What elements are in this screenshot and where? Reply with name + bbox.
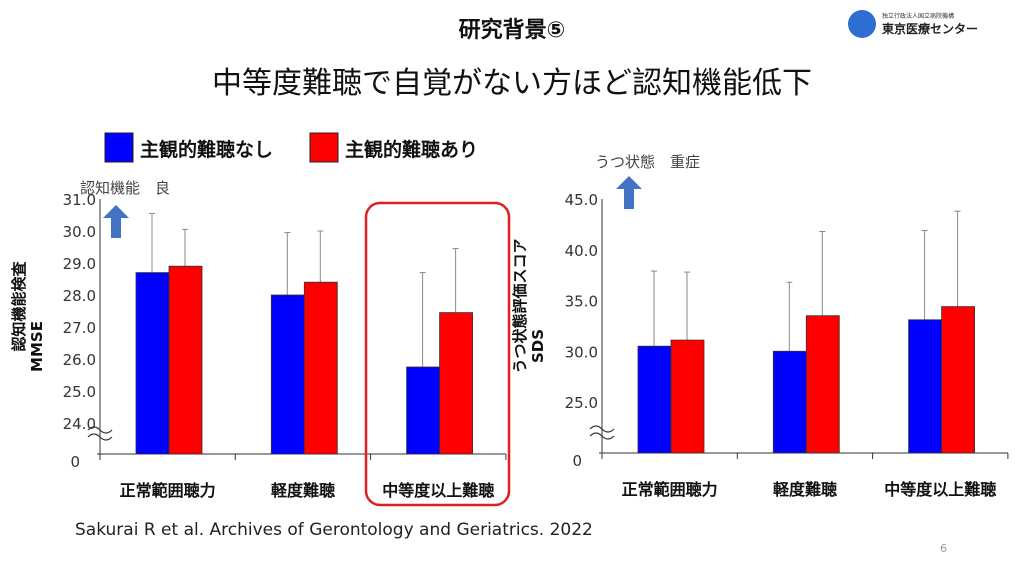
bar [135, 272, 170, 455]
y-axis-label: 認知機能検査 MMSE [10, 261, 46, 372]
bar [941, 306, 975, 454]
y-zero-label: 0 [572, 452, 582, 470]
slide-title: 研究背景⑤ [458, 18, 566, 43]
y-axis-label: うつ状態評価スコア SDS [511, 238, 547, 373]
y-axis-label-line2: MMSE [28, 321, 46, 372]
y-tick-label: 40.0 [565, 242, 598, 260]
chart-1: 31.0 30.0 29.0 28.0 27.0 26.0 25.0 24.0 0 正常範囲聴力 軽… [10, 179, 511, 507]
y-tick-label: 45.0 [565, 191, 598, 209]
legend-swatch [104, 132, 134, 163]
legend-label: 主観的難聴なし [140, 138, 273, 161]
up-arrow-icon [616, 176, 642, 209]
x-category-label: 軽度難聴 [773, 480, 837, 499]
bar [270, 294, 305, 455]
y-tick-label: 27.0 [63, 319, 96, 337]
x-category-label: 中等度以上難聴 [382, 481, 494, 500]
y-axis-label-line1: うつ状態評価スコア [511, 238, 529, 373]
legend-label: 主観的難聴あり [345, 138, 478, 161]
bar [908, 319, 942, 454]
y-tick-label: 29.0 [63, 255, 96, 273]
organization-logo: 独立行政法人国立病院機構 東京医療センター [848, 10, 978, 38]
y-tick-label: 35.0 [565, 293, 598, 311]
bar [637, 345, 672, 454]
chart-2: 45.0 40.0 35.0 30.0 25.0 0 正常範囲聴力 軽度難聴 中等度以上難聴 うつ… [511, 153, 1009, 499]
x-category-label: 正常範囲聴力 [622, 480, 718, 499]
bar [439, 312, 474, 455]
bar [303, 281, 338, 455]
bar [670, 339, 705, 454]
bar [805, 315, 840, 454]
bar [772, 350, 807, 454]
citation: Sakurai R et al. Archives of Gerontology… [75, 520, 593, 540]
y-axis-label-line1: 認知機能検査 [10, 261, 28, 352]
x-category-label: 中等度以上難聴 [884, 480, 996, 499]
axis-break-icon [589, 425, 615, 440]
logo-org-name: 東京医療センター [882, 22, 979, 36]
y-tick-label: 25.0 [565, 394, 598, 412]
chart-annotation: 認知機能 良 [80, 179, 170, 197]
chart-annotation: うつ状態 重症 [595, 153, 700, 171]
y-tick-label: 30.0 [63, 223, 96, 241]
axis-break-icon [87, 426, 113, 441]
up-arrow-icon [103, 205, 129, 238]
bar [168, 265, 203, 455]
legend-swatch [309, 132, 339, 163]
logo-org-small: 独立行政法人国立病院機構 [882, 13, 955, 20]
bar [406, 366, 441, 455]
y-axis-label-line2: SDS [529, 329, 547, 363]
highlight-box [364, 201, 511, 507]
page-number: 6 [940, 542, 947, 555]
y-tick-label: 26.0 [63, 351, 96, 369]
y-zero-label: 0 [70, 453, 80, 471]
x-category-label: 軽度難聴 [271, 481, 335, 500]
slide-subtitle: 中等度難聴で自覚がない方ほど認知機能低下 [212, 66, 812, 101]
y-tick-label: 31.0 [63, 191, 96, 209]
logo-emblem-icon [848, 10, 876, 38]
y-tick-label: 25.0 [63, 383, 96, 401]
x-category-label: 正常範囲聴力 [120, 481, 216, 500]
y-tick-label: 30.0 [565, 343, 598, 361]
y-tick-label: 24.0 [63, 415, 96, 433]
y-tick-label: 28.0 [63, 287, 96, 305]
